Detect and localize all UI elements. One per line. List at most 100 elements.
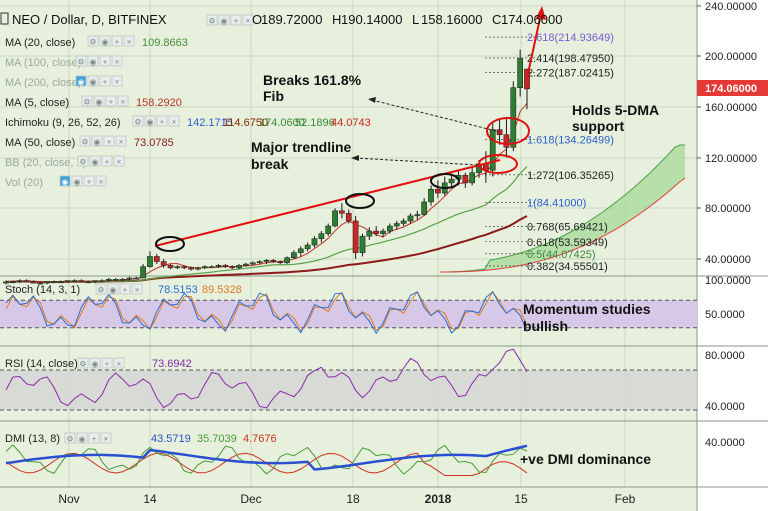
candle — [407, 213, 414, 224]
icon-glyph: ⚙ — [83, 98, 90, 107]
ohlc-value-o: 189.72000 — [261, 12, 322, 27]
settings-icon[interactable] — [206, 14, 218, 26]
close-icon[interactable] — [113, 357, 125, 369]
ichimoku-cloud — [440, 145, 685, 272]
stoch-label[interactable]: Stoch (14, 3, 1) — [5, 284, 80, 296]
candle — [23, 279, 30, 283]
icon-glyph: + — [107, 138, 112, 147]
gear-icon[interactable] — [99, 35, 111, 47]
candle — [421, 198, 428, 216]
fib-label: 0.618(53.59349) — [527, 237, 608, 249]
time-axis: Nov 14 Dec 18 2018 15 Feb — [58, 492, 635, 506]
indicator-value: 109.8663 — [142, 37, 188, 49]
candle — [215, 264, 222, 268]
candle — [208, 265, 215, 268]
indicator-label[interactable]: Vol (20) — [5, 177, 43, 189]
stoch-axis-label: 50.0000 — [705, 309, 745, 321]
gear-icon[interactable] — [91, 135, 103, 147]
add-icon[interactable] — [103, 135, 115, 147]
add-icon[interactable] — [156, 115, 168, 127]
gear-icon[interactable] — [87, 75, 99, 87]
indicator-label[interactable]: MA (20, close) — [5, 37, 75, 49]
indicator-label[interactable]: Ichimoku (9, 26, 52, 26) — [5, 117, 121, 129]
candle — [188, 266, 194, 271]
indicator-value: 158.2920 — [136, 97, 182, 109]
indicator-value: 73.0785 — [134, 137, 174, 149]
gear-icon[interactable] — [144, 115, 156, 127]
icon-glyph: × — [172, 118, 177, 127]
dmi-axis-label: 40.0000 — [705, 437, 745, 449]
settings-icon[interactable] — [81, 95, 93, 107]
close-icon[interactable] — [168, 115, 180, 127]
add-icon[interactable] — [99, 55, 111, 67]
close-icon[interactable] — [123, 35, 135, 47]
settings-icon[interactable] — [77, 155, 89, 167]
add-icon[interactable] — [99, 75, 111, 87]
add-icon[interactable] — [119, 283, 131, 295]
settings-icon[interactable] — [77, 357, 89, 369]
add-icon[interactable] — [105, 95, 117, 107]
indicator-label[interactable]: MA (50, close) — [5, 137, 75, 149]
candle — [85, 280, 92, 284]
close-icon[interactable] — [111, 75, 123, 87]
close-icon[interactable] — [131, 283, 143, 295]
add-icon[interactable] — [111, 35, 123, 47]
indicator-label[interactable]: MA (100, close) — [5, 57, 81, 69]
gear-icon[interactable] — [71, 175, 83, 187]
candle — [71, 279, 78, 282]
add-icon[interactable] — [101, 357, 113, 369]
candle — [10, 280, 16, 284]
icon-glyph: ⚙ — [97, 286, 104, 295]
gear-icon[interactable] — [107, 283, 119, 295]
add-icon[interactable] — [88, 432, 100, 444]
settings-icon[interactable] — [64, 432, 76, 444]
settings-icon[interactable] — [79, 135, 91, 147]
add-icon[interactable] — [83, 175, 95, 187]
icon-glyph: ◉ — [92, 360, 99, 369]
close-icon[interactable] — [113, 155, 125, 167]
indicator-label[interactable]: MA (200, close) — [5, 77, 81, 89]
icon-glyph: ◉ — [74, 178, 81, 187]
settings-icon[interactable] — [132, 115, 144, 127]
candle — [92, 280, 98, 284]
settings-icon[interactable] — [95, 283, 107, 295]
rsi-label[interactable]: RSI (14, close) — [5, 358, 78, 370]
gear-icon[interactable] — [89, 155, 101, 167]
dmi-value: 43.5719 — [151, 433, 191, 445]
price-tick-label: 120.00000 — [705, 153, 757, 165]
settings-icon[interactable] — [75, 55, 87, 67]
gear-icon[interactable] — [218, 14, 230, 26]
candle — [222, 264, 229, 268]
settings-icon[interactable] — [59, 175, 71, 187]
candle — [297, 246, 304, 257]
gear-icon[interactable] — [87, 55, 99, 67]
fib-label: 1.618(134.26499) — [527, 134, 614, 146]
add-icon[interactable] — [230, 14, 242, 26]
close-icon[interactable] — [117, 95, 129, 107]
icon-glyph: × — [117, 360, 122, 369]
settings-icon[interactable] — [75, 75, 87, 87]
gear-icon[interactable] — [89, 357, 101, 369]
candle — [57, 280, 64, 284]
candle — [51, 280, 57, 284]
close-icon[interactable] — [100, 432, 112, 444]
close-icon[interactable] — [111, 55, 123, 67]
icon-glyph: × — [127, 38, 132, 47]
collapse-icon[interactable] — [0, 12, 9, 25]
close-icon[interactable] — [115, 135, 127, 147]
indicator-label[interactable]: BB (20, close, 2) — [5, 157, 86, 169]
indicator-label[interactable]: MA (5, close) — [5, 97, 69, 109]
add-icon[interactable] — [101, 155, 113, 167]
ohlc-value-h: 190.14000 — [341, 12, 402, 27]
icon-glyph: ⚙ — [81, 138, 88, 147]
dmi-label[interactable]: DMI (13, 8) — [5, 433, 60, 445]
close-icon[interactable] — [242, 14, 254, 26]
candle — [133, 276, 140, 280]
close-icon[interactable] — [95, 175, 107, 187]
gear-icon[interactable] — [93, 95, 105, 107]
settings-icon[interactable] — [87, 35, 99, 47]
gear-icon[interactable] — [76, 432, 88, 444]
candle — [304, 242, 311, 252]
